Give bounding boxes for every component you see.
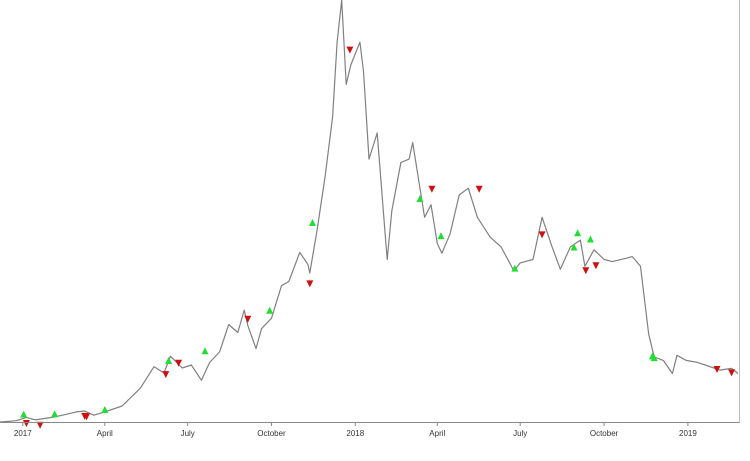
buy-marker	[574, 229, 582, 237]
sell-marker	[582, 267, 590, 275]
sell-marker	[346, 46, 354, 54]
x-tick-label: October	[590, 429, 619, 438]
plot-area	[0, 0, 739, 423]
sell-marker	[475, 185, 483, 193]
sell-marker	[36, 421, 44, 429]
buy-marker	[650, 354, 658, 362]
buy-marker	[570, 243, 578, 251]
sell-marker	[175, 359, 183, 367]
sell-marker	[22, 420, 30, 427]
sell-marker	[713, 366, 721, 373]
x-tick-label: 2017	[14, 429, 32, 438]
x-tick-label: 2018	[346, 429, 364, 438]
sell-marker	[162, 371, 170, 379]
sell-marker	[592, 262, 600, 270]
price-series-line	[0, 0, 739, 423]
sell-marker	[538, 231, 546, 239]
buy-marker	[511, 264, 519, 272]
trade-markers	[20, 46, 736, 429]
x-tick-label: April	[97, 429, 113, 438]
sell-marker	[83, 413, 91, 421]
buy-marker	[309, 219, 316, 226]
x-tick-label: July	[181, 429, 195, 438]
buy-marker	[416, 195, 424, 202]
sell-marker	[728, 369, 736, 377]
buy-marker	[101, 406, 109, 413]
buy-marker	[201, 347, 209, 355]
buy-marker	[586, 235, 594, 243]
buy-marker	[266, 306, 274, 314]
x-axis: 2017 April July October 2018 April July October…	[0, 0, 740, 438]
x-tick-label: October	[257, 429, 286, 438]
buy-marker	[51, 410, 59, 418]
x-tick-label: 2019	[679, 429, 697, 438]
sell-marker	[428, 185, 436, 193]
sell-marker	[244, 315, 252, 323]
sell-marker	[306, 280, 314, 288]
x-tick-label: July	[513, 429, 527, 438]
buy-marker	[437, 232, 445, 240]
buy-marker	[20, 410, 28, 418]
buy-marker	[165, 357, 173, 364]
x-tick-label: April	[429, 429, 445, 438]
